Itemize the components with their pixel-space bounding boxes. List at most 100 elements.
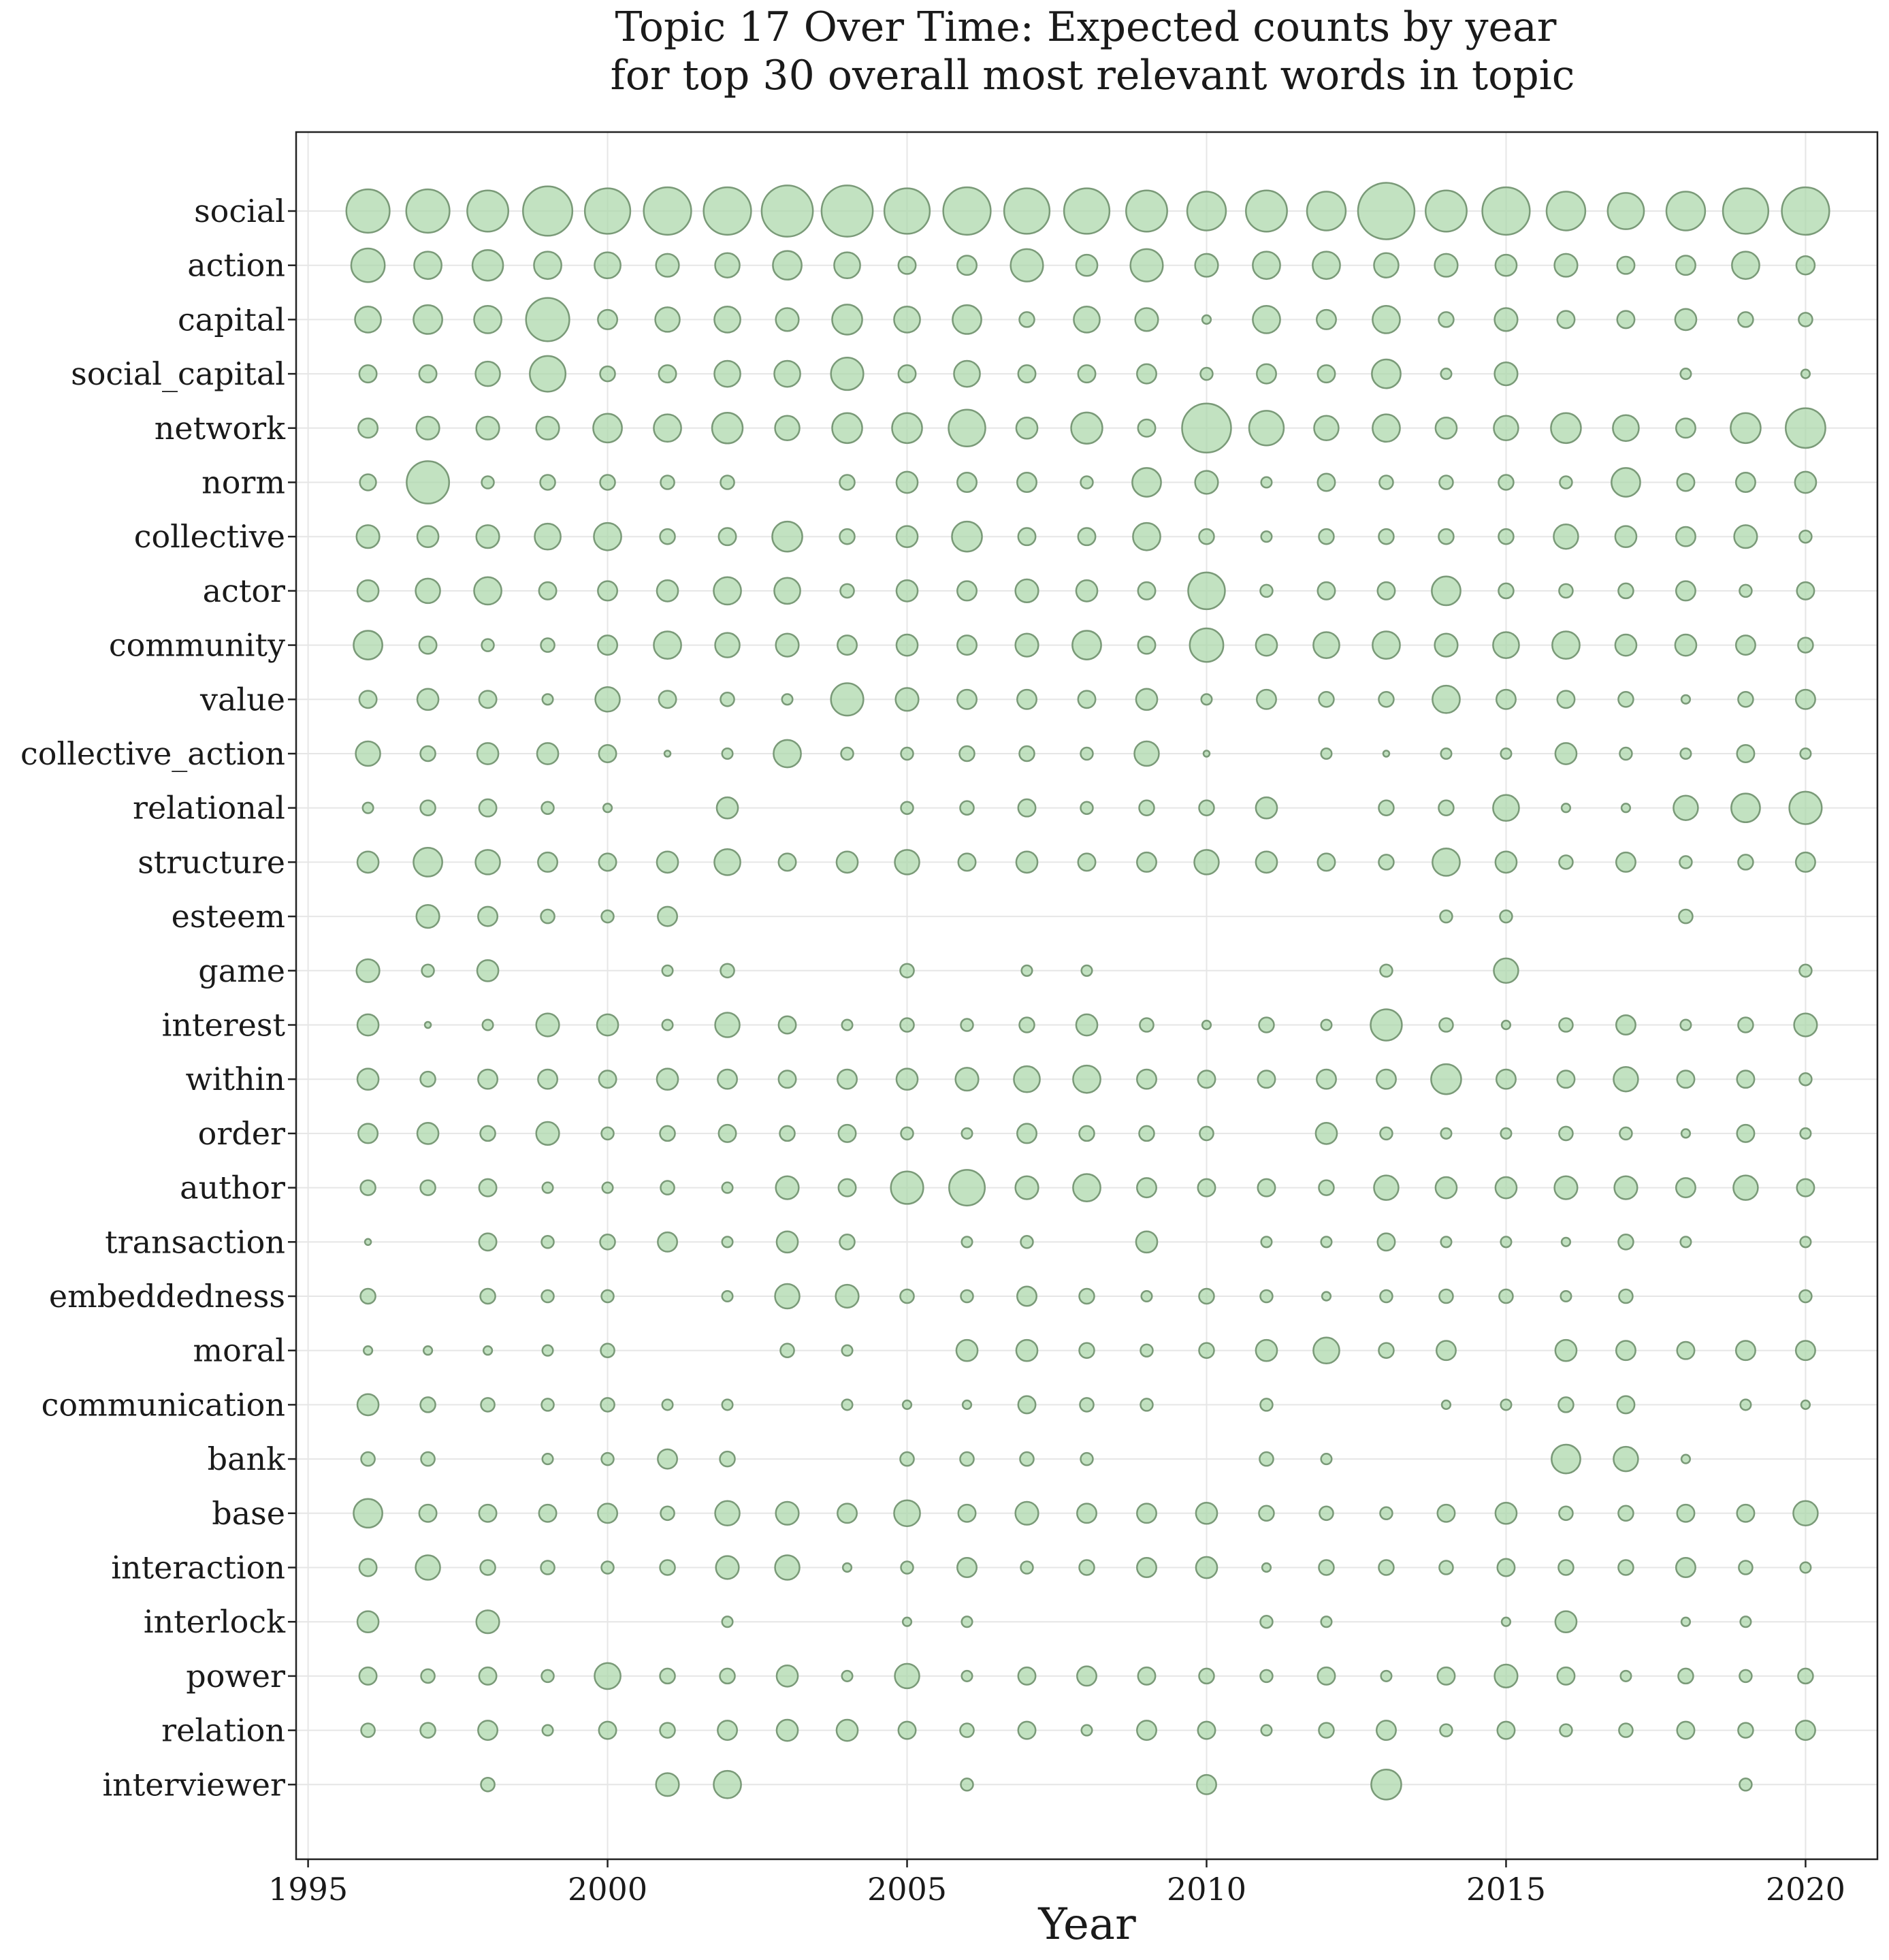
bubble-interest-2004: [841, 1018, 854, 1031]
bubble-order-2007: [1016, 1123, 1037, 1144]
bubble-relation-2006: [959, 1722, 975, 1738]
bubble-network-1997: [415, 415, 440, 440]
bubble-order-2008: [1078, 1125, 1095, 1142]
bubble-order-2018: [1680, 1128, 1692, 1139]
y-tick-label: social_capital: [71, 355, 285, 392]
bubble-social_capital-2020: [1800, 368, 1811, 379]
bubble-structure-2017: [1615, 851, 1636, 873]
bubble-embeddedness-1998: [479, 1287, 496, 1305]
bubble-moral-2019: [1734, 1340, 1756, 1362]
y-tick-label: embeddedness: [49, 1278, 285, 1315]
bubble-embeddedness-2004: [835, 1283, 860, 1309]
bubble-interest-2006: [960, 1018, 974, 1032]
bubble-social-1996: [345, 188, 391, 234]
bubble-norm-2007: [1016, 472, 1037, 493]
bubble-esteem-1999: [540, 908, 555, 925]
bubble-structure-2003: [777, 852, 797, 872]
bubble-social-2014: [1425, 189, 1468, 233]
bubble-social_capital-1996: [358, 364, 378, 384]
bubble-value-2006: [956, 688, 978, 710]
bubble-community-2009: [1137, 635, 1157, 655]
bubble-interlock-2012: [1320, 1616, 1333, 1628]
y-tick-label: social: [194, 193, 285, 229]
bubble-collective-2005: [895, 525, 919, 549]
bubble-author-2009: [1136, 1177, 1157, 1199]
bubble-within-2017: [1613, 1065, 1639, 1093]
y-tick-label: moral: [193, 1332, 285, 1369]
bubble-value-2015: [1495, 688, 1517, 710]
bubble-value-1996: [358, 690, 378, 709]
bubble-interlock-2005: [901, 1616, 913, 1627]
bubble-transaction-1998: [478, 1232, 498, 1252]
bubble-transaction-2006: [960, 1236, 973, 1249]
bubble-embeddedness-2007: [1016, 1285, 1037, 1307]
bubble-interest-2014: [1438, 1017, 1454, 1033]
chart-subtitle: for top 30 overall most relevant words i…: [611, 52, 1575, 99]
bubble-relation-2003: [775, 1718, 799, 1742]
bubble-order-1999: [535, 1121, 560, 1146]
bubble-game-2020: [1798, 963, 1813, 978]
bubble-community-2000: [597, 634, 619, 656]
bubble-actor-2000: [597, 580, 619, 602]
bubble-social-2001: [643, 186, 692, 236]
x-tick-label: 1995: [268, 1871, 348, 1908]
bubble-moral-2011: [1255, 1338, 1278, 1362]
bubble-social-2016: [1545, 191, 1587, 231]
bubble-structure-2010: [1193, 849, 1220, 875]
bubble-community-1997: [418, 635, 438, 655]
bubble-action-1997: [413, 251, 442, 280]
bubble-network-2014: [1434, 416, 1458, 440]
bubble-interaction-2007: [1020, 1560, 1034, 1575]
bubble-actor-2016: [1558, 583, 1574, 599]
bubble-social-1998: [466, 189, 510, 233]
bubble-power-2003: [775, 1665, 799, 1688]
x-tick-label: 2010: [1167, 1871, 1246, 1908]
y-tick-label: communication: [42, 1386, 285, 1423]
x-axis-label: Year: [1037, 1899, 1136, 1950]
bubble-author-1997: [419, 1179, 436, 1196]
bubble-actor-2012: [1317, 581, 1336, 600]
bubble-network-2009: [1137, 418, 1157, 438]
bubble-communication-2000: [600, 1397, 615, 1413]
bubble-order-2006: [960, 1127, 973, 1140]
bubble-relation-1999: [541, 1724, 554, 1737]
bubble-interviewer-2006: [960, 1778, 974, 1792]
bubble-structure-2016: [1558, 854, 1574, 870]
bubble-power-1996: [358, 1666, 378, 1686]
bubble-collective_action-2009: [1133, 740, 1160, 767]
bubble-network-1999: [535, 415, 560, 440]
bubble-transaction-2015: [1500, 1236, 1513, 1249]
bubble-embeddedness-2015: [1498, 1288, 1514, 1304]
bubble-communication-2006: [961, 1399, 973, 1411]
bubble-moral-1999: [541, 1344, 554, 1357]
bubble-network-1996: [357, 417, 379, 439]
bubble-interest-2019: [1737, 1016, 1754, 1033]
bubble-action-2006: [956, 255, 978, 276]
bubble-moral-2014: [1435, 1340, 1457, 1362]
bubble-collective_action-2006: [958, 745, 975, 762]
bubble-relation-2011: [1260, 1724, 1273, 1737]
bubble-interlock-2015: [1500, 1616, 1512, 1627]
bubble-base-2011: [1258, 1505, 1275, 1522]
bubble-action-2019: [1731, 251, 1760, 280]
bubble-network-2016: [1550, 412, 1582, 445]
bubble-communication-2014: [1440, 1399, 1452, 1411]
bubble-communication-2017: [1616, 1395, 1636, 1415]
bubble-norm-2001: [660, 475, 675, 490]
bubble-community-2019: [1734, 634, 1756, 656]
bubble-author-2001: [660, 1180, 675, 1195]
y-tick-label: author: [180, 1170, 285, 1206]
y-tick-label: game: [198, 952, 285, 989]
bubble-relational-2011: [1255, 796, 1278, 820]
bubble-norm-2019: [1734, 472, 1756, 493]
bubble-capital-2004: [831, 304, 863, 336]
bubble-social_capital-2014: [1440, 368, 1453, 381]
bubble-social-2015: [1481, 186, 1531, 236]
bubble-power-2004: [841, 1669, 854, 1682]
bubble-structure-2006: [957, 852, 977, 872]
bubble-capital-1996: [354, 306, 382, 334]
bubble-esteem-2001: [657, 905, 679, 927]
bubble-action-2010: [1194, 253, 1219, 278]
